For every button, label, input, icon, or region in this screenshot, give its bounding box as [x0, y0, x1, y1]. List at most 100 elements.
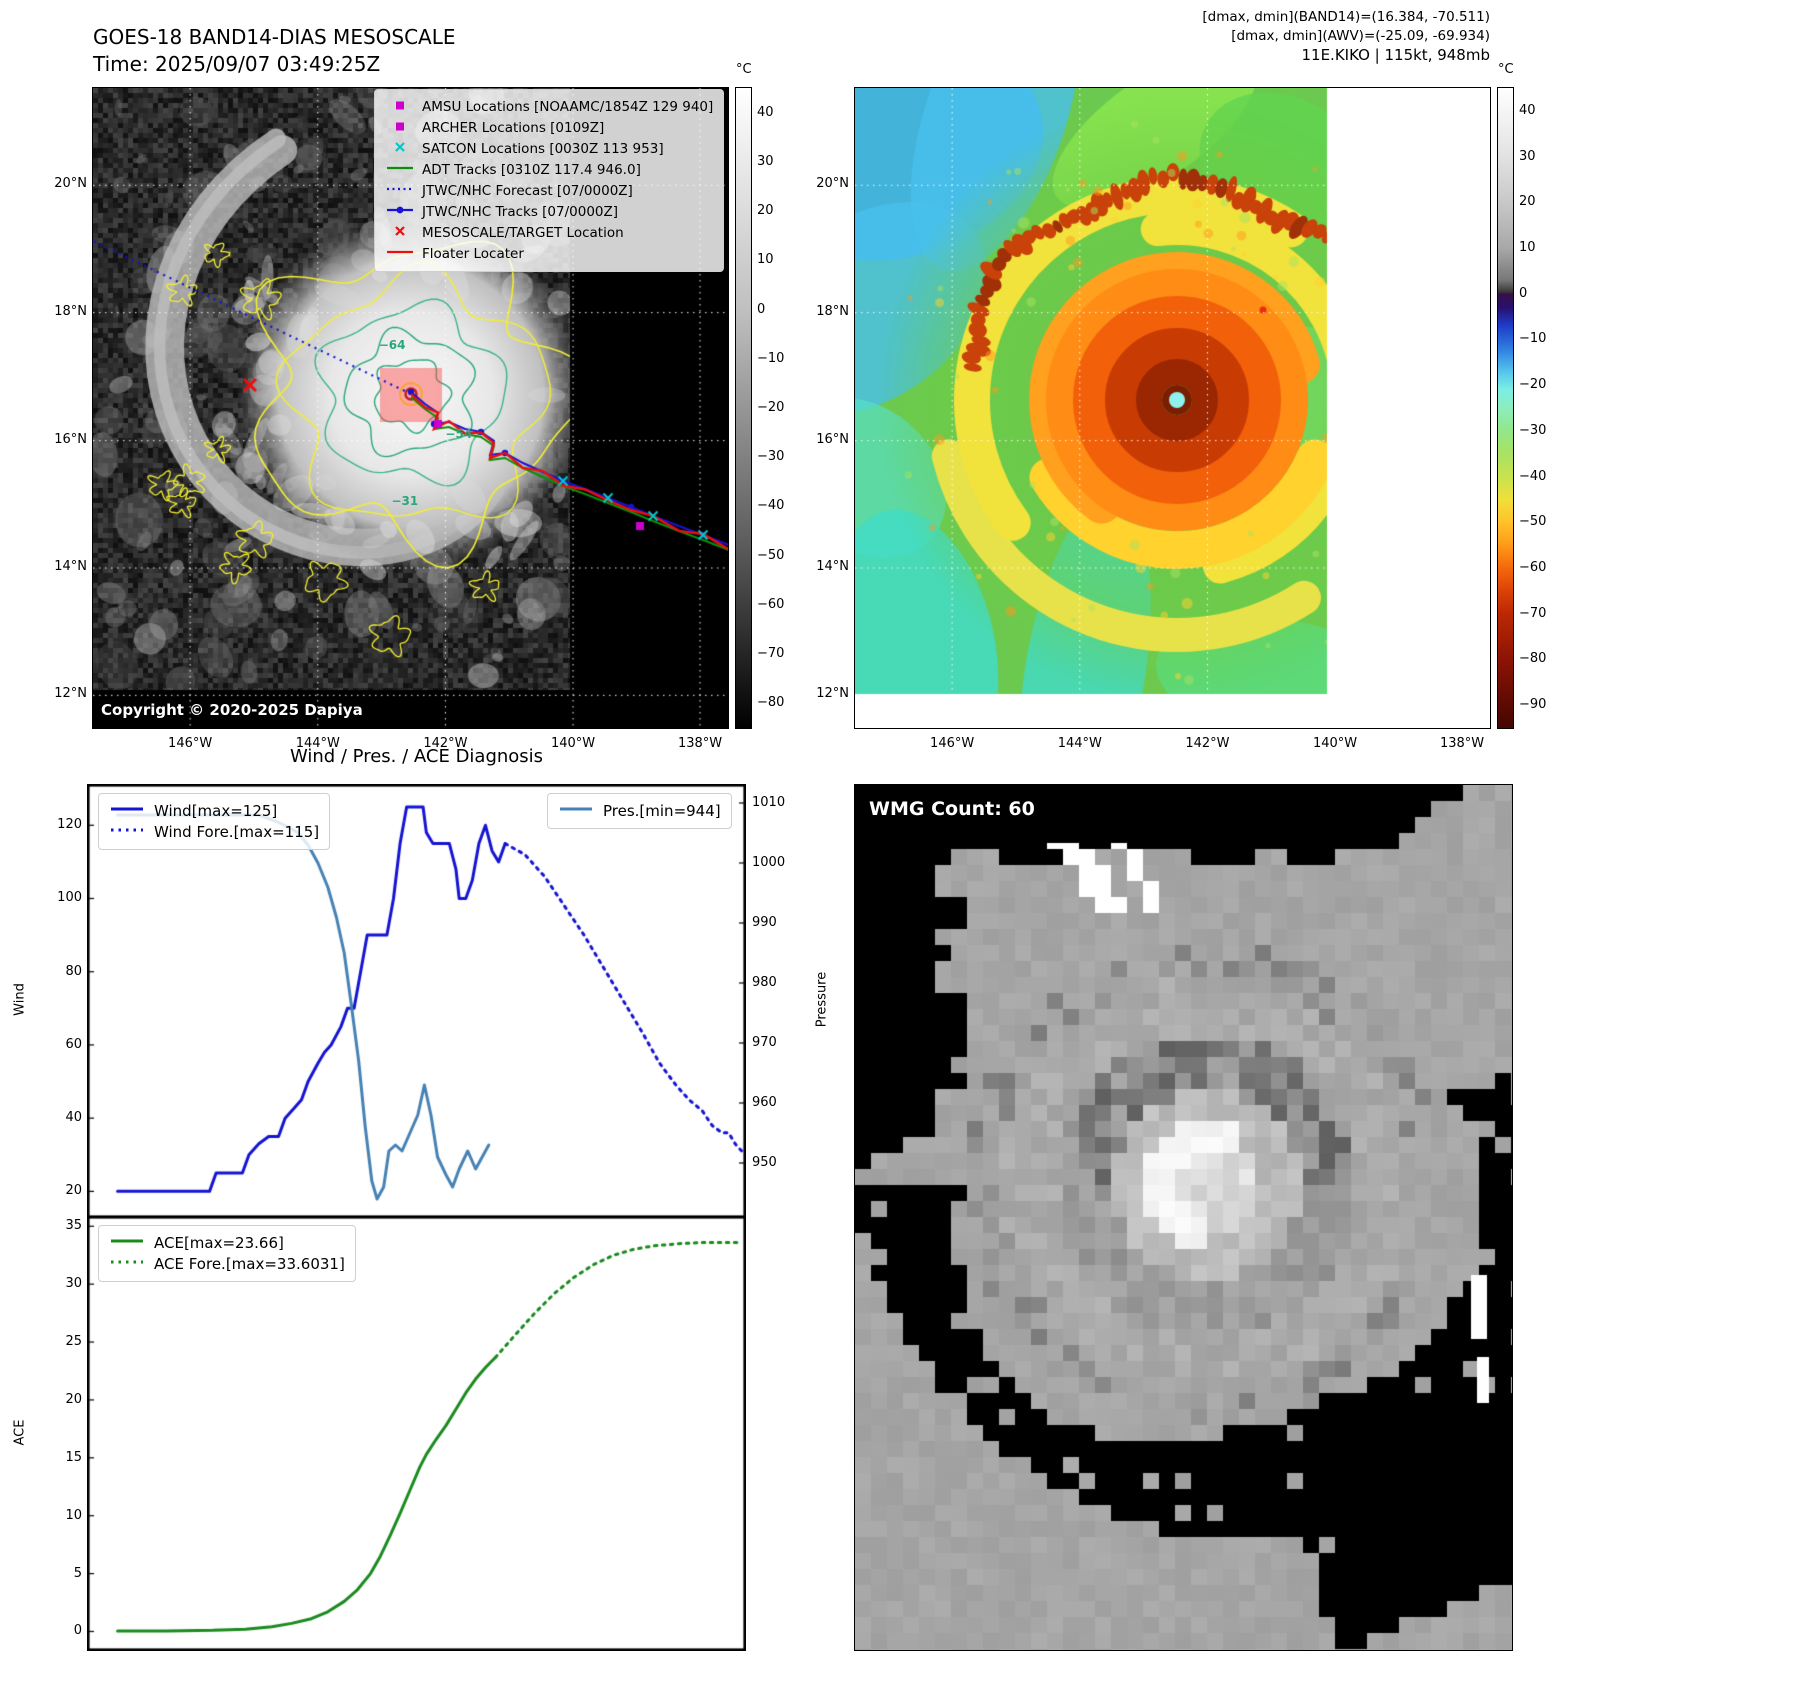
y-tick-label: 30	[65, 1276, 82, 1292]
lon-tick-label: 140°W	[550, 736, 596, 751]
chart-legend-item: Wind[max=125]	[109, 802, 319, 820]
y-axis-label: Wind	[12, 983, 28, 1016]
y-tick-label: 35	[65, 1218, 82, 1234]
wind-pressure-chart	[87, 784, 746, 1218]
y-tick-label: 990	[752, 915, 777, 930]
colorbar-tick-label: −80	[757, 695, 785, 711]
map-legend-label: ADT Tracks [0310Z 117.4 946.0]	[422, 162, 641, 178]
colorbar-tick-label: −50	[757, 547, 785, 563]
solid-line-icon	[558, 802, 594, 820]
copyright-text: Copyright © 2020-2025 Dapiya	[101, 701, 363, 719]
y-tick-label: 20	[65, 1391, 82, 1407]
colorbar-tick-label: 20	[1519, 194, 1536, 210]
contour-value-label: −31	[391, 494, 419, 509]
y-tick-label: 20	[65, 1183, 82, 1199]
colorbar-tick-label: −20	[1519, 377, 1547, 393]
colorbar-tick-label: −70	[757, 646, 785, 662]
y-tick-label: 950	[752, 1155, 777, 1170]
map-legend-label: JTWC/NHC Tracks [07/0000Z]	[422, 204, 619, 220]
square-marker-icon	[385, 98, 415, 116]
colorbar-tick-label: −50	[1519, 514, 1547, 530]
colorbar-tick-label: −90	[1519, 697, 1547, 713]
chart-legend: Wind[max=125] Wind Fore.[max=115]	[98, 793, 331, 850]
lon-tick-label: 146°W	[930, 736, 975, 751]
lat-tick-label: 16°N	[54, 431, 87, 447]
lon-tick-label: 142°W	[423, 736, 468, 751]
lon-tick-label: 142°W	[1185, 736, 1230, 751]
colorbar-unit: °C	[1498, 62, 1514, 77]
lon-tick-label: 140°W	[1312, 736, 1358, 751]
y-tick-label: 15	[65, 1449, 82, 1465]
map-legend-label: JTWC/NHC Forecast [07/0000Z]	[422, 183, 633, 199]
lat-tick-label: 12°N	[54, 686, 87, 702]
y-axis-label: ACE	[12, 1419, 28, 1445]
y-tick-label: 25	[65, 1334, 82, 1350]
lon-tick-label: 146°W	[168, 736, 213, 751]
chart-legend-item: Wind Fore.[max=115]	[109, 823, 319, 841]
colorbar-tick-label: 10	[757, 252, 774, 268]
solid-line-icon	[109, 802, 145, 820]
map-legend-label: AMSU Locations [NOAAMC/1854Z 129 940]	[422, 99, 714, 115]
dmax-band14-line: [dmax, dmin](BAND14)=(16.384, -70.511)	[1202, 9, 1490, 25]
x-marker-icon	[385, 224, 415, 242]
storm-info-line: 11E.KIKO | 115kt, 948mb	[1301, 46, 1490, 64]
colorbar-tick-label: 10	[1519, 240, 1536, 255]
lon-tick-label: 138°W	[677, 736, 723, 751]
colorbar-tick-label: −10	[757, 350, 785, 366]
goes-title: GOES-18 BAND14-DIAS MESOSCALE	[93, 25, 456, 49]
colorbar-awv	[1497, 87, 1514, 729]
chart-legend-label: Pres.[min=944]	[603, 802, 721, 820]
x-marker-icon	[385, 140, 415, 158]
lon-tick-label: 144°W	[295, 736, 340, 751]
chart-legend-label: Wind[max=125]	[154, 802, 278, 820]
lat-tick-label: 18°N	[816, 303, 849, 319]
wmg-count-label: WMG Count: 60	[869, 798, 1035, 820]
chart-legend-label: ACE[max=23.66]	[154, 1234, 284, 1252]
lat-tick-label: 18°N	[54, 303, 87, 319]
dmax-dmin-header: [dmax, dmin](BAND14)=(16.384, -70.511) […	[1202, 8, 1490, 65]
colorbar-tick-label: 0	[1519, 285, 1528, 301]
contour-value-label: −64	[378, 337, 406, 352]
colorbar-tick-label: 30	[1519, 148, 1536, 164]
y-tick-label: 120	[57, 817, 82, 833]
y-tick-label: 100	[57, 890, 82, 906]
y-tick-label: 40	[65, 1110, 82, 1126]
map-legend-label: SATCON Locations [0030Z 113 953]	[422, 141, 664, 157]
map-legend-item: SATCON Locations [0030Z 113 953]	[385, 140, 713, 158]
colorbar-band14	[735, 87, 752, 729]
map-legend-item: ARCHER Locations [0109Z]	[385, 119, 713, 137]
map-legend-label: Floater Locater	[422, 246, 524, 262]
line-marker-icon	[385, 161, 415, 179]
lon-tick-label: 138°W	[1439, 736, 1485, 751]
dmax-awv-line: [dmax, dmin](AWV)=(-25.09, -69.934)	[1231, 28, 1490, 44]
map-legend-item: AMSU Locations [NOAAMC/1854Z 129 940]	[385, 98, 713, 116]
y-tick-label: 60	[65, 1036, 82, 1052]
y-tick-label: 0	[73, 1623, 82, 1639]
lat-tick-label: 12°N	[816, 686, 849, 702]
colorbar-tick-label: 30	[757, 153, 774, 169]
chart-legend-label: Wind Fore.[max=115]	[154, 823, 320, 841]
y-tick-label: 980	[752, 975, 777, 990]
y-tick-label: 80	[65, 963, 82, 979]
map-legend-item: JTWC/NHC Forecast [07/0000Z]	[385, 182, 713, 200]
y-axis-label: Pressure	[814, 971, 830, 1028]
colorbar-tick-label: −60	[757, 596, 785, 612]
map-legend-label: MESOSCALE/TARGET Location	[422, 225, 624, 241]
color-ir-map-image	[854, 87, 1491, 729]
colorbar-tick-label: −60	[1519, 560, 1547, 575]
chart-legend-item: ACE Fore.[max=33.6031]	[109, 1255, 345, 1273]
colorbar-tick-label: −40	[1519, 468, 1547, 484]
solid-line-icon	[109, 1234, 145, 1252]
colorbar-tick-label: −80	[1519, 651, 1547, 667]
map-legend-item: JTWC/NHC Tracks [07/0000Z]	[385, 203, 713, 221]
chart-legend: ACE[max=23.66] ACE Fore.[max=33.6031]	[98, 1225, 356, 1282]
chart-legend-label: ACE Fore.[max=33.6031]	[154, 1255, 345, 1273]
colorbar-tick-label: 40	[757, 104, 774, 120]
map-legend-item: Floater Locater	[385, 245, 713, 263]
y-tick-label: 1010	[752, 795, 786, 810]
contour-value-label: −54	[445, 427, 473, 442]
y-tick-label: 960	[752, 1095, 777, 1110]
ace-chart	[87, 1216, 746, 1651]
map-legend-label: ARCHER Locations [0109Z]	[422, 120, 605, 136]
